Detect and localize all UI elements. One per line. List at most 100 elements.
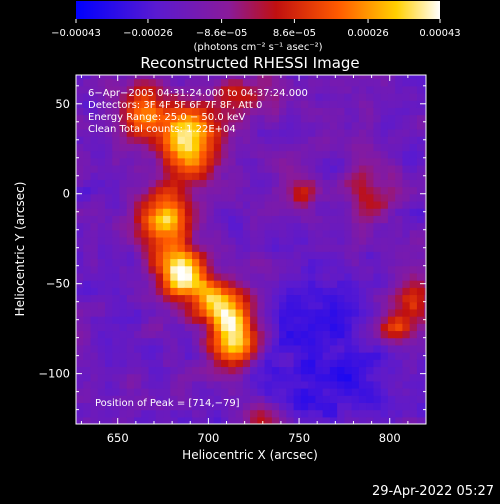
heatmap-cell [76,128,84,137]
heatmap-cell [206,373,215,382]
heatmap-cell [264,330,273,339]
heatmap-cell [105,164,113,173]
heatmap-cell [206,222,215,231]
heatmap-cell [177,337,186,346]
heatmap-cell [337,416,345,424]
heatmap-cell [76,150,84,159]
heatmap-cell [315,287,324,296]
heatmap-cell [279,344,287,353]
heatmap-cell [112,287,121,296]
heatmap-cell [112,143,121,152]
heatmap-cell [315,92,324,101]
heatmap-cell [293,352,302,360]
heatmap-cell [97,272,106,281]
heatmap-cell [134,244,142,252]
heatmap-cell [293,143,302,152]
heatmap-cell [344,208,353,216]
heatmap-cell [315,359,324,368]
heatmap-cell [90,416,99,424]
heatmap-cell [366,157,375,166]
heatmap-cell [155,85,164,94]
heatmap-cell [90,186,99,195]
heatmap-cell [286,359,295,368]
heatmap-cell [387,359,396,368]
heatmap-cell [308,344,316,353]
heatmap-cell [322,114,331,123]
heatmap-cell [119,402,128,411]
heatmap-cell [199,136,208,144]
heatmap-cell [177,344,186,353]
heatmap-cell [163,344,171,353]
heatmap-cell [308,229,316,238]
heatmap-cell [163,186,171,195]
heatmap-cell [416,107,425,116]
heatmap-cell [279,100,287,108]
heatmap-cell [300,164,309,173]
heatmap-cell [322,107,331,116]
heatmap-cell [199,352,208,360]
heatmap-cell [221,107,229,116]
heatmap-cell [155,388,164,396]
heatmap-cell [170,352,179,360]
heatmap-cell [235,402,244,411]
heatmap-cell [351,388,360,396]
heatmap-cell [141,200,150,209]
heatmap-cell [250,107,258,116]
heatmap-cell [177,92,186,101]
heatmap-cell [373,330,382,339]
heatmap-cell [402,380,411,389]
heatmap-cell [141,92,150,101]
heatmap-cell [337,337,345,346]
heatmap-cell [402,100,411,108]
heatmap-cell [90,200,99,209]
heatmap-cell [416,208,425,216]
heatmap-cell [416,186,425,195]
heatmap-cell [322,143,331,152]
heatmap-cell [250,244,258,252]
heatmap-cell [286,150,295,159]
heatmap-cell [112,373,121,382]
heatmap-cell [351,128,360,137]
heatmap-cell [300,172,309,180]
heatmap-cell [242,128,251,137]
heatmap-cell [134,128,142,137]
heatmap-cell [250,323,258,332]
heatmap-cell [242,301,251,310]
heatmap-cell [206,128,215,137]
heatmap-cell [90,236,99,245]
heatmap-cell [402,164,411,173]
heatmap-cell [300,92,309,101]
heatmap-cell [83,359,92,368]
heatmap-cell [235,294,244,303]
heatmap-cell [192,280,200,288]
heatmap-cell [358,330,367,339]
heatmap-cell [192,337,200,346]
heatmap-cell [83,179,92,188]
heatmap-cell [134,366,142,375]
heatmap-cell [279,301,287,310]
heatmap-cell [148,85,157,94]
heatmap-cell [387,265,396,274]
heatmap-cell [271,316,280,324]
heatmap-cell [387,143,396,152]
heatmap-cell [141,107,150,116]
heatmap-cell [213,164,222,173]
heatmap-cell [105,244,113,252]
heatmap-cell [90,92,99,101]
heatmap-cell [141,229,150,238]
heatmap-cell [264,272,273,281]
heatmap-cell [373,208,382,216]
heatmap-cell [235,301,244,310]
heatmap-cell [90,388,99,396]
heatmap-cell [177,395,186,404]
heatmap-cell [395,287,404,296]
heatmap-cell [416,222,425,231]
heatmap-cell [279,75,287,80]
heatmap-cell [112,330,121,339]
heatmap-cell [213,100,222,108]
heatmap-cell [366,294,375,303]
heatmap-cell [366,373,375,382]
heatmap-cell [250,179,258,188]
heatmap-cell [105,179,113,188]
heatmap-cell [155,352,164,360]
